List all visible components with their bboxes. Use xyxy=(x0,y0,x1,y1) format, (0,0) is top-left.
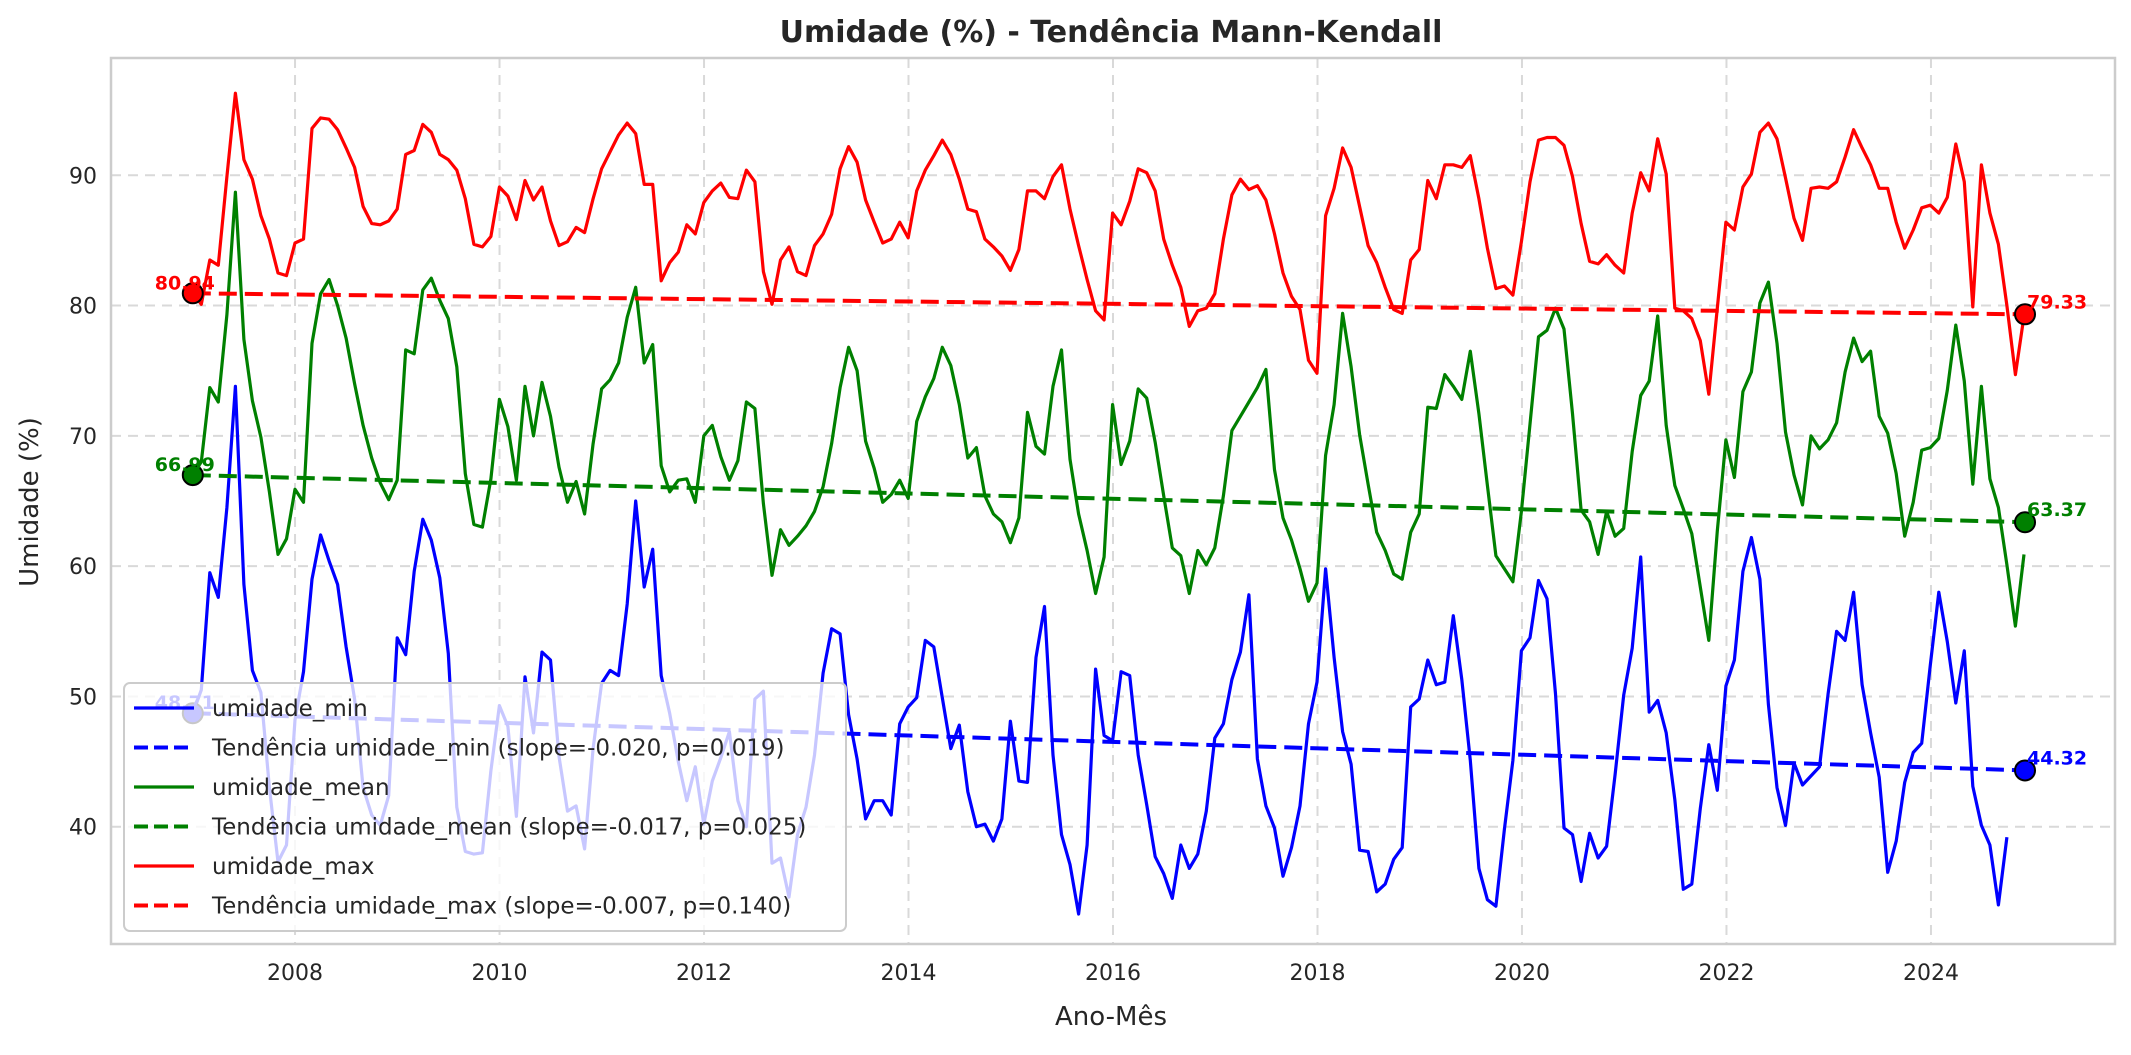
trend-endpoint-label-79-33: 79.33 xyxy=(2027,291,2087,313)
trend-endpoint-marker-63-37 xyxy=(2014,511,2037,534)
y-axis-label: Umidade (%) xyxy=(15,417,45,587)
series-line-tend-ncia-umidade-max xyxy=(192,291,2026,317)
y-tick-label-70: 70 xyxy=(69,425,97,450)
plot-frame xyxy=(109,56,2117,946)
x-tick-label-2008: 2008 xyxy=(267,961,323,986)
y-tick-label-90: 90 xyxy=(69,164,97,189)
trend-endpoint-marker-44-32 xyxy=(2014,759,2037,782)
y-tick-label-80: 80 xyxy=(69,295,97,320)
trend-endpoint-marker-79-33 xyxy=(2014,303,2037,326)
legend-entry-umidade-min: umidade_min xyxy=(212,696,368,722)
axis-ticks: 2008 2010 2012 2014 2016 2018 2020 2022 2024 40 50… xyxy=(69,164,1959,986)
x-tick-label-2018: 2018 xyxy=(1289,961,1345,986)
legend-entry-tend-ncia-umidade-max: Tendência umidade_max (slope=-0.007, p=0… xyxy=(211,894,791,920)
x-tick-label-2012: 2012 xyxy=(676,961,732,986)
data-series xyxy=(191,91,2026,916)
legend-box xyxy=(123,682,847,932)
chart-title: Umidade (%) - Tendência Mann-Kendall xyxy=(780,15,1443,50)
x-tick-label-2024: 2024 xyxy=(1903,961,1959,986)
trend-endpoint-marker-80-94 xyxy=(181,282,204,305)
x-tick-label-2014: 2014 xyxy=(881,961,937,986)
x-tick-label-2020: 2020 xyxy=(1494,961,1550,986)
trend-endpoint-label-44-32: 44.32 xyxy=(2027,747,2087,769)
series-line-tend-ncia-umidade-min xyxy=(192,711,2026,773)
series-line-tend-ncia-umidade-mean xyxy=(192,473,2026,525)
legend-entry-tend-ncia-umidade-min: Tendência umidade_min (slope=-0.020, p=0… xyxy=(211,736,785,762)
legend-entry-umidade-max: umidade_max xyxy=(212,854,374,880)
y-tick-label-50: 50 xyxy=(69,685,97,710)
y-tick-label-60: 60 xyxy=(69,555,97,580)
legend: umidade_min Tendência umidade_min (slope=… xyxy=(123,682,847,932)
x-tick-label-2016: 2016 xyxy=(1085,961,1141,986)
trend-endpoint-label-63-37: 63.37 xyxy=(2027,499,2087,521)
x-axis-label: Ano-Mês xyxy=(1055,1002,1167,1032)
x-tick-label-2010: 2010 xyxy=(472,961,528,986)
series-line-umidade-mean xyxy=(191,190,2026,642)
legend-entry-umidade-mean: umidade_mean xyxy=(212,775,390,801)
trend-endpoint-label-80-94: 80.94 xyxy=(155,272,215,294)
x-tick-label-2022: 2022 xyxy=(1698,961,1754,986)
y-tick-label-40: 40 xyxy=(69,816,97,841)
trend-endpoint-marker-66-99 xyxy=(181,464,204,487)
series-line-umidade-max xyxy=(191,91,2026,396)
legend-entry-tend-ncia-umidade-mean: Tendência umidade_mean (slope=-0.017, p=… xyxy=(211,815,806,841)
trend-endpoint-label-66-99: 66.99 xyxy=(155,454,215,476)
